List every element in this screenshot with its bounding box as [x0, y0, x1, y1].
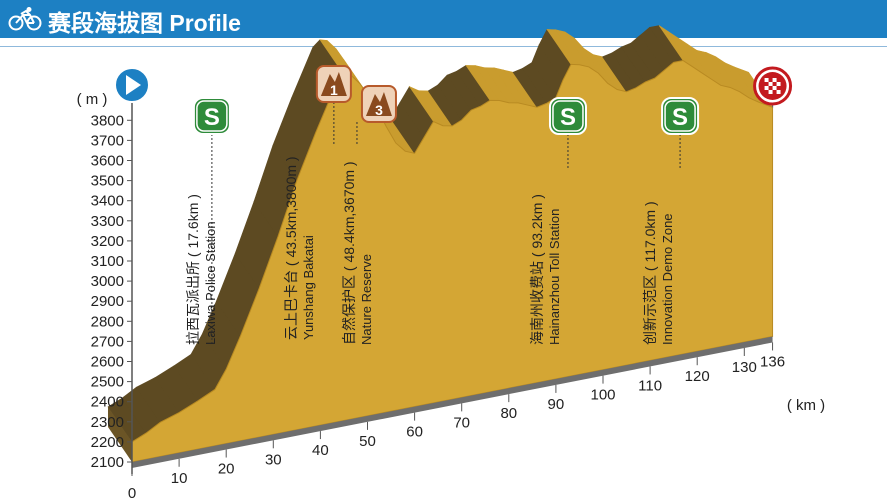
profile-front-face — [131, 60, 774, 463]
finish-check — [768, 90, 773, 94]
finish-check — [764, 78, 769, 82]
y-tick-label: 3300 — [91, 213, 124, 230]
x-tick-label: 60 — [406, 424, 423, 441]
sprint-badge-label: S — [560, 104, 576, 131]
mountain-shape — [320, 72, 347, 96]
sprint-badge — [192, 97, 231, 135]
page-title: 赛段海拔图 Profile — [48, 10, 241, 36]
mountain-3-icon: 3 — [360, 85, 397, 123]
sprint-badge-inner — [552, 100, 584, 132]
x-tick-label: 130 — [732, 359, 757, 376]
sprint-s-icon: S — [548, 97, 587, 135]
x-tick-label: 110 — [638, 377, 662, 394]
x-axis-base — [132, 336, 773, 468]
y-tick-label: 3200 — [91, 233, 124, 250]
y-tick-label: 3600 — [91, 153, 124, 170]
sprint-badge-label: S — [672, 104, 688, 131]
x-tick-label: 90 — [548, 396, 565, 413]
marker-label-cn: 拉西瓦派出所 ( 17.6km ) — [185, 194, 201, 345]
y-axis-label: ( m ) — [77, 91, 108, 108]
y-tick-label: 2900 — [91, 293, 124, 310]
y-tick-label: 3700 — [91, 132, 124, 149]
x-tick-label: 70 — [453, 414, 470, 431]
mountain-shape — [365, 92, 392, 116]
x-tick-label: 40 — [312, 442, 329, 459]
x-tick-label: 120 — [685, 368, 710, 385]
y-tick-label: 2400 — [91, 394, 124, 411]
finish-check — [772, 86, 777, 90]
y-tick-label: 2800 — [91, 313, 124, 330]
marker-label-en: Innovation Demo Zone — [660, 213, 675, 345]
marker-label-en: Hainanzhou Toll Station — [547, 209, 562, 345]
x-tick-label: 136 — [760, 353, 785, 370]
header-divider — [0, 46, 887, 47]
profile-left-cap — [108, 406, 132, 462]
y-tick-label: 2600 — [91, 354, 124, 371]
sprint-s-icon: S — [661, 97, 700, 135]
marker-label-cn: 创新示范区 ( 117.0km ) — [642, 201, 658, 345]
mountain-badge-label: 1 — [330, 82, 338, 98]
header-bar — [0, 0, 887, 38]
finish-flag-icon — [753, 66, 793, 106]
y-tick-label: 2300 — [91, 414, 124, 431]
y-tick-label: 3000 — [91, 273, 124, 290]
y-tick-label: 2200 — [91, 434, 124, 451]
marker-label-en: Nature Reserve — [359, 254, 374, 345]
sprint-s-icon: S — [192, 97, 231, 135]
sprint-badge — [548, 97, 587, 135]
x-tick-label: 0 — [128, 485, 136, 502]
cyclist-icon — [8, 7, 42, 31]
sprint-badge — [661, 97, 700, 135]
y-tick-label: 3500 — [91, 173, 124, 190]
x-tick-label: 50 — [359, 433, 376, 450]
finish-check — [776, 82, 781, 86]
x-axis-label: ( km ) — [787, 397, 825, 414]
mountain-badge-label: 3 — [375, 102, 383, 118]
marker-label-en: Laxiwa Police Station — [203, 221, 218, 345]
sprint-badge-inner — [196, 100, 228, 132]
finish-check — [768, 82, 773, 86]
start-arrow-glyph — [126, 75, 141, 95]
y-tick-label: 2100 — [91, 454, 124, 471]
y-tick-label: 2500 — [91, 374, 124, 391]
x-tick-label: 100 — [590, 387, 615, 404]
marker-label-cn: 海南州收费站 ( 93.2km ) — [529, 194, 545, 345]
y-tick-label: 2700 — [91, 333, 124, 350]
x-tick-label: 10 — [171, 470, 188, 487]
marker-label-en: Yunshang Bakatai — [301, 235, 316, 340]
y-tick-label: 3400 — [91, 193, 124, 210]
profile-side-faces — [107, 25, 774, 443]
x-tick-label: 20 — [218, 461, 235, 478]
finish-check — [776, 90, 781, 94]
y-tick-label: 3100 — [91, 253, 124, 270]
finish-check — [764, 86, 769, 90]
x-tick-label: 30 — [265, 451, 282, 468]
x-tick-label: 80 — [500, 405, 517, 422]
sprint-badge-inner — [664, 100, 696, 132]
mountain-1-icon: 1 — [315, 65, 352, 103]
sprint-badge-label: S — [204, 104, 220, 131]
finish-check — [772, 78, 777, 82]
marker-label-cn: 云上巴卡台 ( 43.5km,3800m ) — [283, 156, 299, 340]
marker-label-cn: 自然保护区 ( 48.4km,3670m ) — [341, 161, 357, 345]
y-tick-label: 3800 — [91, 112, 124, 129]
